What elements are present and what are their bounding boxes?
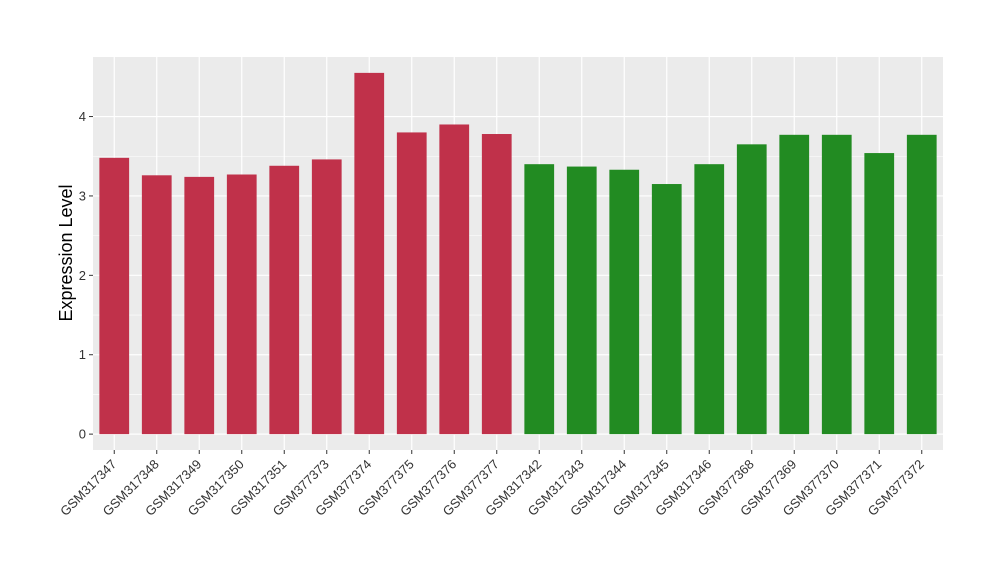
bar-GSM377368 [736,144,767,435]
y-tick-label: 1 [79,347,86,362]
bar-GSM377373 [311,159,342,435]
bar-GSM377372 [906,134,937,435]
bar-GSM377374 [354,72,385,435]
bar-GSM377369 [779,134,810,435]
y-axis-title: Expression Level [56,184,76,321]
bar-GSM377377 [481,134,512,435]
bars [99,72,937,435]
bar-GSM377371 [864,153,895,435]
bar-GSM317347 [99,157,130,435]
y-axis: 0 1 2 3 4 [79,109,93,442]
bar-GSM377370 [821,134,852,435]
x-axis: GSM317347GSM317348GSM317349GSM317350GSM3… [57,450,927,519]
y-tick-label: 3 [79,188,86,203]
bar-GSM377376 [439,124,470,435]
y-tick-label: 0 [79,427,86,442]
bar-GSM317345 [651,184,682,435]
bar-GSM317346 [694,164,725,435]
bar-GSM317348 [141,175,172,435]
bar-GSM317344 [609,169,640,435]
y-tick-label: 2 [79,268,86,283]
bar-GSM317351 [269,165,300,435]
bar-GSM377375 [396,132,427,435]
y-tick-label: 4 [79,109,86,124]
bar-GSM317342 [524,164,555,435]
bar-GSM317349 [184,176,215,435]
bar-GSM317350 [226,174,257,435]
bar-GSM317343 [566,166,597,435]
